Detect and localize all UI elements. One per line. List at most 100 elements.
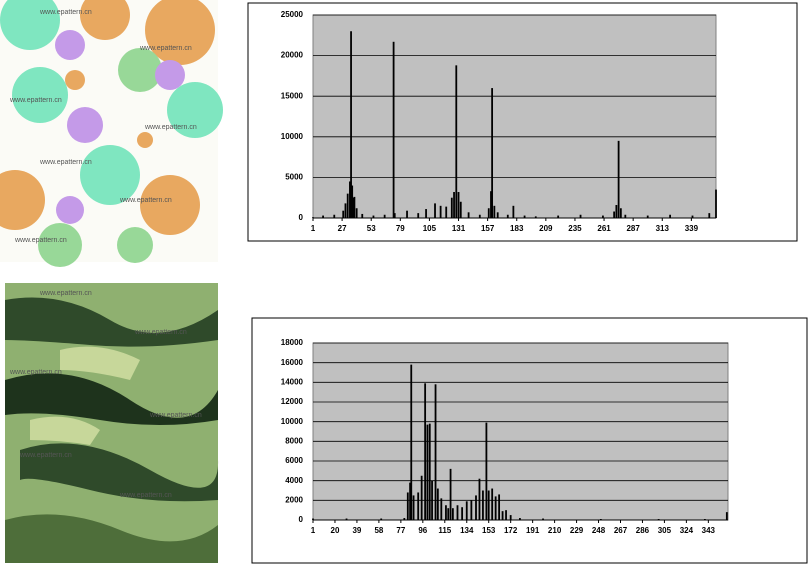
- x-tick-label: 286: [636, 526, 650, 535]
- x-tick-label: 343: [702, 526, 716, 535]
- y-tick-label: 0: [299, 515, 304, 524]
- bar: [620, 208, 622, 218]
- x-tick-label: 105: [423, 224, 437, 233]
- bar: [453, 192, 455, 218]
- bar: [431, 481, 433, 520]
- x-tick-label: 39: [352, 526, 361, 535]
- x-tick-label: 261: [597, 224, 611, 233]
- x-tick-label: 20: [331, 526, 340, 535]
- bar: [406, 211, 408, 218]
- bar: [615, 205, 617, 218]
- x-tick-label: 267: [614, 526, 628, 535]
- x-tick-label: 1: [311, 224, 316, 233]
- x-tick-label: 248: [592, 526, 606, 535]
- bar: [440, 498, 442, 520]
- x-tick-label: 287: [626, 224, 640, 233]
- y-tick-label: 4000: [285, 476, 303, 485]
- bar: [393, 42, 395, 218]
- watermark: www.epattern.cn: [134, 329, 187, 336]
- x-tick-label: 115: [438, 526, 451, 535]
- camo-image: [5, 283, 218, 563]
- pattern-image: [0, 0, 223, 267]
- bar: [497, 212, 499, 218]
- bar: [451, 198, 453, 218]
- bar: [495, 496, 497, 520]
- watermark: www.epattern.cn: [19, 452, 72, 459]
- x-tick-label: 79: [396, 224, 405, 233]
- bar: [425, 209, 427, 218]
- bar: [434, 203, 436, 218]
- watermark: www.epattern.cn: [149, 412, 202, 419]
- bar: [715, 190, 717, 218]
- watermark: www.epattern.cn: [9, 369, 62, 376]
- bar: [440, 206, 442, 218]
- bar: [417, 213, 419, 218]
- x-tick-label: 58: [374, 526, 383, 535]
- bar: [488, 491, 490, 521]
- x-tick-label: 96: [418, 526, 427, 535]
- y-tick-label: 2000: [285, 495, 303, 504]
- bar: [421, 476, 423, 520]
- x-tick-label: 235: [568, 224, 582, 233]
- x-tick-label: 153: [482, 526, 496, 535]
- y-tick-label: 16000: [281, 358, 304, 367]
- watermark: www.epattern.cn: [139, 45, 192, 52]
- watermark: www.epattern.cn: [39, 159, 92, 166]
- y-tick-label: 14000: [281, 377, 304, 386]
- bar: [445, 505, 447, 520]
- bar: [491, 88, 493, 218]
- x-tick-label: 183: [510, 224, 524, 233]
- x-tick-label: 134: [460, 526, 474, 535]
- plot-area: [313, 15, 716, 218]
- bar: [708, 213, 710, 218]
- y-tick-label: 15000: [281, 91, 304, 100]
- x-tick-label: 339: [685, 224, 699, 233]
- bar: [618, 141, 620, 218]
- bar: [455, 65, 457, 218]
- bar: [447, 508, 449, 520]
- bar: [479, 479, 481, 520]
- bar: [488, 208, 490, 218]
- x-tick-label: 305: [658, 526, 672, 535]
- bar: [424, 383, 426, 520]
- watermark: www.epattern.cn: [39, 9, 92, 16]
- bar: [429, 424, 431, 520]
- bar: [512, 206, 514, 218]
- x-tick-label: 1: [311, 526, 316, 535]
- y-tick-label: 10000: [281, 132, 304, 141]
- y-tick-label: 8000: [285, 436, 303, 445]
- watermark: www.epattern.cn: [9, 97, 62, 104]
- bar: [394, 213, 396, 218]
- watermark: www.epattern.cn: [119, 197, 172, 204]
- x-tick-label: 131: [452, 224, 466, 233]
- bar: [445, 207, 447, 218]
- bar: [435, 384, 437, 520]
- y-tick-label: 18000: [281, 338, 304, 347]
- x-tick-label: 172: [504, 526, 518, 535]
- watermark: www.epattern.cn: [119, 492, 172, 499]
- bar: [460, 202, 462, 218]
- bar: [361, 214, 363, 218]
- y-tick-label: 6000: [285, 456, 303, 465]
- x-tick-label: 27: [338, 224, 347, 233]
- bar: [457, 505, 459, 520]
- y-tick-label: 0: [299, 213, 304, 222]
- bar: [498, 494, 500, 520]
- bar: [493, 206, 495, 218]
- bar: [466, 501, 468, 520]
- x-tick-label: 324: [680, 526, 694, 535]
- bar: [342, 211, 344, 218]
- x-tick-label: 53: [367, 224, 376, 233]
- bar: [505, 510, 507, 520]
- bar: [726, 512, 728, 520]
- plot-area: [313, 343, 728, 520]
- bar: [410, 365, 412, 520]
- bar: [413, 495, 415, 520]
- bar: [354, 197, 356, 218]
- figure: www.epattern.cn www.epattern.cn www.epatte…: [0, 0, 808, 567]
- bar: [356, 208, 358, 218]
- x-tick-label: 157: [481, 224, 495, 233]
- y-tick-label: 5000: [285, 173, 303, 182]
- x-tick-label: 77: [396, 526, 405, 535]
- y-tick-label: 10000: [281, 417, 304, 426]
